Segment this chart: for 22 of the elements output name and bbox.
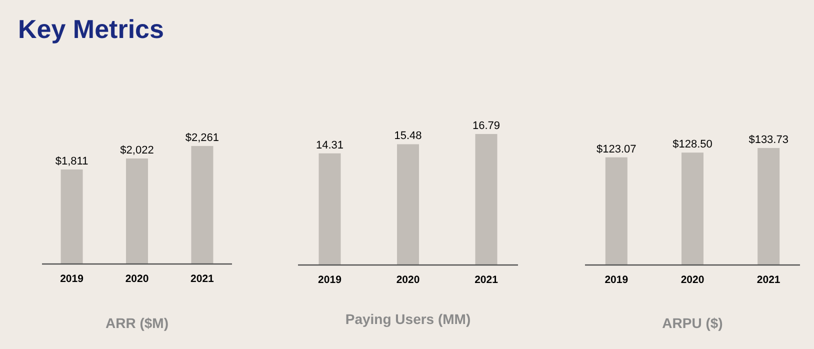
data-label: 15.48 (394, 130, 422, 142)
data-label: $1,811 (55, 155, 88, 168)
data-label: 14.31 (316, 139, 344, 152)
x-tick-label: 2020 (680, 274, 704, 286)
x-tick-label: 2019 (60, 273, 84, 285)
x-axis-title: ARPU ($) (662, 315, 723, 331)
data-label: $2,261 (185, 132, 220, 144)
data-label: $128.50 (672, 138, 712, 151)
x-axis-title: ARR ($M) (106, 315, 168, 331)
x-tick-label: 2021 (474, 274, 498, 286)
x-axis-title: Paying Users (MM) (345, 311, 471, 327)
x-tick-label: 2019 (318, 274, 342, 286)
x-tick-label: 2021 (190, 273, 214, 285)
chart-title: Key Metrics (18, 14, 164, 44)
x-tick-label: 2021 (756, 274, 780, 286)
data-label: $123.07 (596, 143, 636, 156)
x-tick-label: 2019 (604, 274, 628, 286)
data-label: $133.73 (748, 134, 788, 146)
data-label: 16.79 (472, 120, 500, 132)
x-tick-label: 2020 (396, 274, 420, 286)
data-label: $2,022 (120, 144, 154, 156)
x-tick-label: 2020 (125, 273, 149, 285)
